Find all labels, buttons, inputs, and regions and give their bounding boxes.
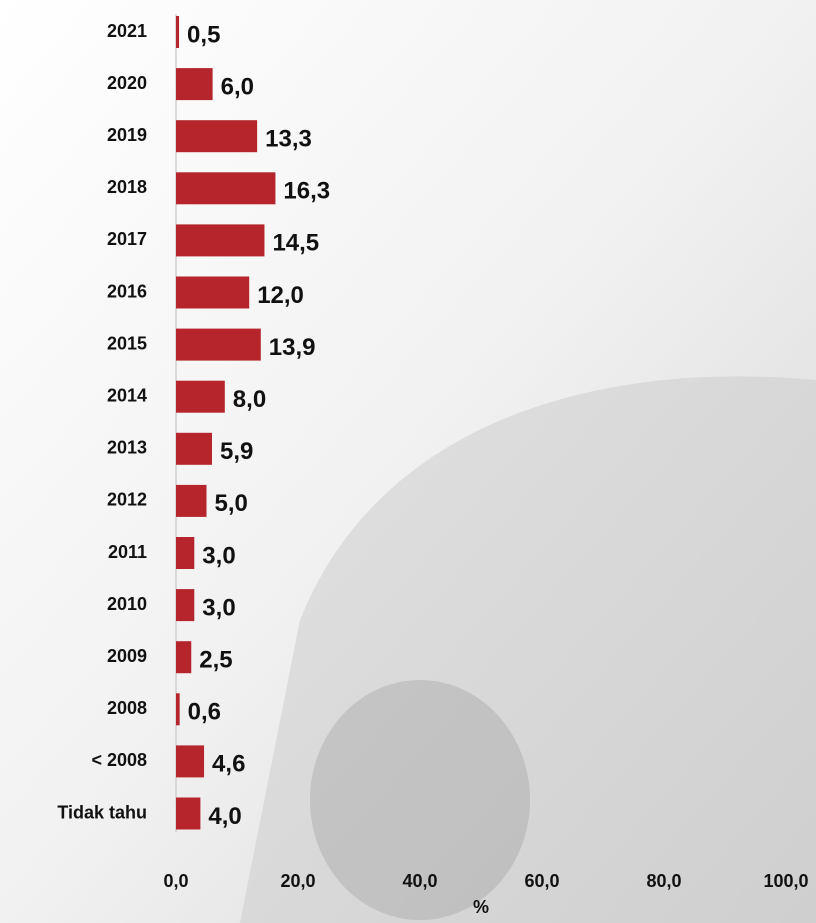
value-label: 14,5 xyxy=(272,230,319,257)
y-tick-label: 2020 xyxy=(107,73,147,93)
value-label: 5,9 xyxy=(220,438,253,465)
page: % 0,0 20,0 40,0 60,0 80,0 100,0 2021 0,5 2020 6,0… xyxy=(0,0,816,923)
y-tick-label: 2017 xyxy=(107,229,147,249)
bar xyxy=(176,693,180,725)
x-tick-label: 80,0 xyxy=(646,871,681,891)
bar xyxy=(176,329,261,361)
bar xyxy=(176,798,200,830)
y-tick-label: 2021 xyxy=(107,21,147,41)
y-tick-label: 2010 xyxy=(107,594,147,614)
value-label: 0,6 xyxy=(188,699,221,726)
y-tick-label: 2018 xyxy=(107,177,147,197)
bar xyxy=(176,277,249,309)
y-tick-label: 2014 xyxy=(107,385,147,405)
x-tick-label: 60,0 xyxy=(524,871,559,891)
x-tick-label: 20,0 xyxy=(280,871,315,891)
bar xyxy=(176,172,275,204)
y-tick-label: Tidak tahu xyxy=(57,802,147,822)
bar xyxy=(176,589,194,621)
bar xyxy=(176,433,212,465)
y-tick-label: 2011 xyxy=(108,542,147,562)
bar xyxy=(176,641,191,673)
y-tick-label: 2019 xyxy=(107,125,147,145)
value-label: 4,0 xyxy=(208,803,241,830)
chart: % 0,0 20,0 40,0 60,0 80,0 100,0 2021 0,5 2020 6,0… xyxy=(0,0,816,923)
bar xyxy=(176,16,179,48)
value-label: 3,0 xyxy=(202,542,235,569)
y-tick-label: 2013 xyxy=(107,438,147,458)
bar xyxy=(176,120,257,152)
value-label: 2,5 xyxy=(199,647,232,674)
value-label: 13,3 xyxy=(265,126,312,153)
bar xyxy=(176,68,213,100)
y-tick-label: 2008 xyxy=(107,698,147,718)
value-label: 12,0 xyxy=(257,282,304,309)
value-label: 13,9 xyxy=(269,334,316,361)
y-tick-label: < 2008 xyxy=(91,750,147,770)
y-tick-label: 2016 xyxy=(107,281,147,301)
x-tick-label: 40,0 xyxy=(402,871,437,891)
bar xyxy=(176,224,264,256)
value-label: 4,6 xyxy=(212,751,245,778)
x-tick-label: 0,0 xyxy=(163,871,188,891)
bar xyxy=(176,485,207,517)
value-label: 8,0 xyxy=(233,386,266,413)
bar xyxy=(176,381,225,413)
value-label: 0,5 xyxy=(187,21,220,48)
x-tick-label: 100,0 xyxy=(763,871,808,891)
value-label: 16,3 xyxy=(283,178,330,205)
bar xyxy=(176,537,194,569)
value-label: 6,0 xyxy=(221,73,254,100)
y-tick-label: 2009 xyxy=(107,646,147,666)
bar xyxy=(176,745,204,777)
y-tick-label: 2012 xyxy=(107,490,147,510)
value-label: 3,0 xyxy=(202,594,235,621)
x-axis-label: % xyxy=(473,897,489,917)
y-tick-label: 2015 xyxy=(107,333,147,353)
value-label: 5,0 xyxy=(215,490,248,517)
